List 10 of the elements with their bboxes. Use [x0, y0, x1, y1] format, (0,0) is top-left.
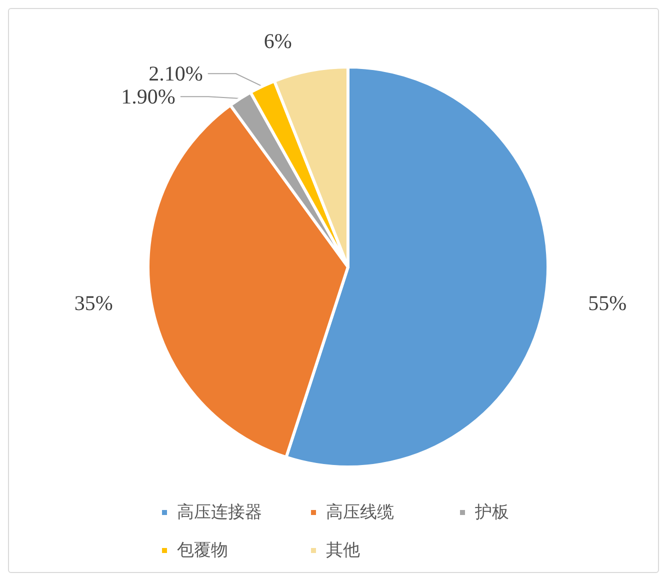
data-label: 1.90%: [121, 84, 176, 109]
legend-label: 高压连接器: [177, 502, 262, 522]
data-label: 2.10%: [148, 62, 203, 86]
legend-label: 包覆物: [177, 540, 228, 560]
legend-label: 护板: [474, 502, 509, 522]
data-label: 35%: [74, 290, 113, 315]
legend-label: 高压线缆: [326, 502, 394, 522]
data-label: 6%: [264, 29, 292, 54]
data-label: 55%: [588, 290, 627, 315]
legend-label: 其他: [326, 540, 360, 560]
